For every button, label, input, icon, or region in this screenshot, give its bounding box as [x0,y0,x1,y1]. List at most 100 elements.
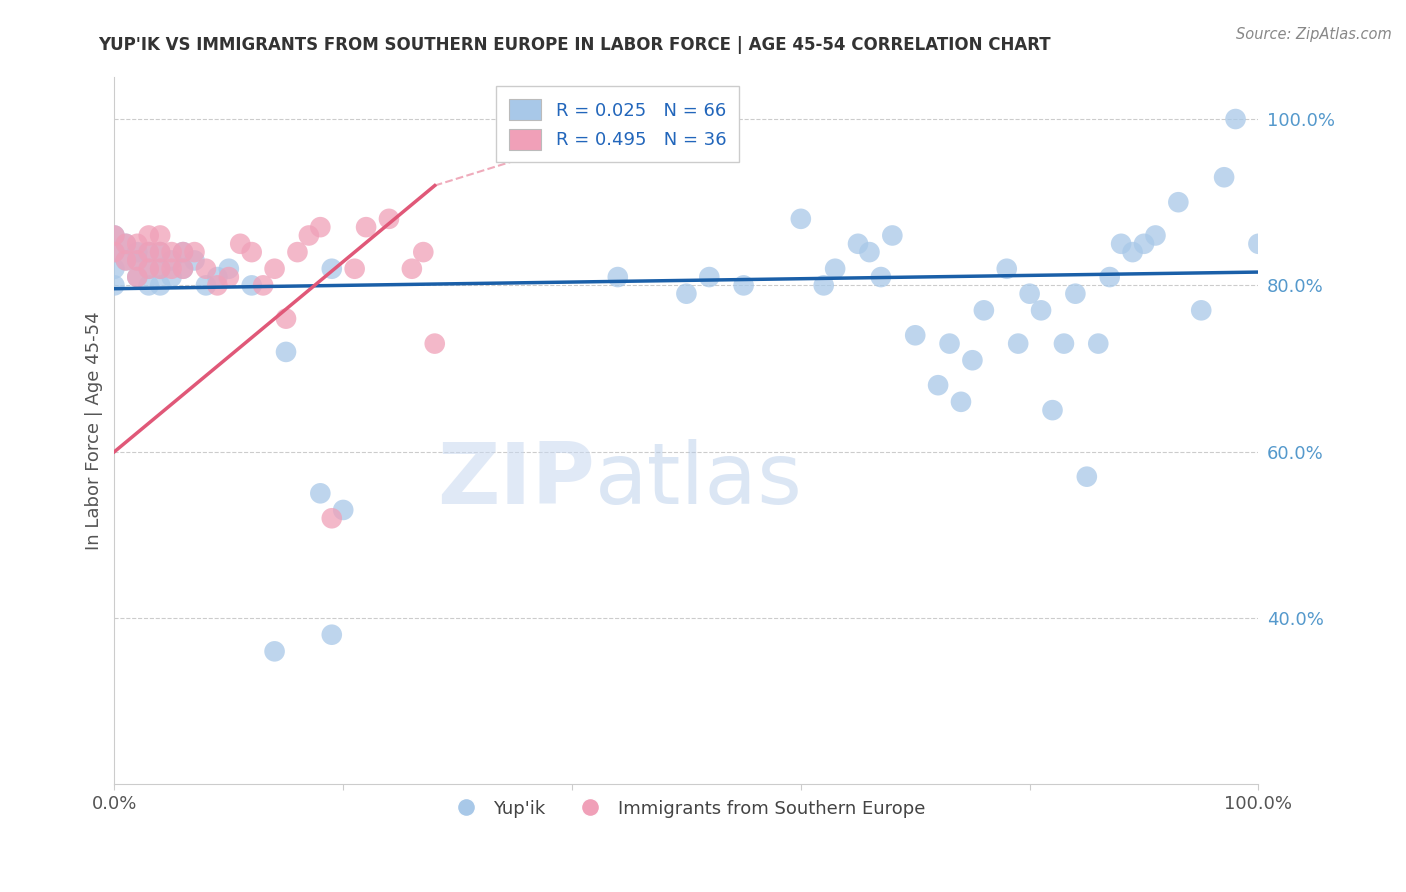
Point [354,220,377,235]
Point [138,245,160,260]
Point [1225,112,1247,126]
Point [263,644,285,658]
Point [1247,236,1270,251]
Point [172,261,194,276]
Point [172,261,194,276]
Point [138,261,160,276]
Point [149,261,172,276]
Point [1087,336,1109,351]
Point [274,311,297,326]
Point [790,211,813,226]
Point [149,245,172,260]
Point [160,245,183,260]
Point [149,261,172,276]
Point [904,328,927,343]
Text: atlas: atlas [595,439,803,522]
Point [309,220,332,235]
Point [1144,228,1167,243]
Point [149,228,172,243]
Point [1064,286,1087,301]
Point [160,270,183,285]
Point [240,245,263,260]
Point [870,270,893,285]
Point [1133,236,1156,251]
Point [882,228,904,243]
Point [412,245,434,260]
Point [207,270,229,285]
Point [1007,336,1029,351]
Point [321,628,343,642]
Point [938,336,960,351]
Point [1122,245,1144,260]
Point [103,261,125,276]
Point [194,261,217,276]
Point [813,278,835,293]
Point [127,270,149,285]
Text: ZIP: ZIP [437,439,595,522]
Point [1189,303,1212,318]
Point [343,261,366,276]
Point [274,345,297,359]
Point [115,253,138,268]
Point [138,245,160,260]
Point [1053,336,1076,351]
Point [263,261,285,276]
Point [138,228,160,243]
Point [160,261,183,276]
Point [927,378,949,392]
Point [1076,469,1098,483]
Point [160,253,183,268]
Point [995,261,1018,276]
Point [401,261,423,276]
Point [824,261,846,276]
Point [115,253,138,268]
Point [127,236,149,251]
Point [127,253,149,268]
Point [697,270,720,285]
Point [103,278,125,293]
Point [207,278,229,293]
Point [240,278,263,293]
Point [321,261,343,276]
Text: YUP'IK VS IMMIGRANTS FROM SOUTHERN EUROPE IN LABOR FORCE | AGE 45-54 CORRELATION: YUP'IK VS IMMIGRANTS FROM SOUTHERN EUROP… [98,36,1052,54]
Point [103,245,125,260]
Point [172,245,194,260]
Point [298,228,321,243]
Point [115,236,138,251]
Point [1098,270,1121,285]
Point [103,228,125,243]
Point [183,245,205,260]
Point [606,270,628,285]
Point [1029,303,1052,318]
Point [172,245,194,260]
Point [858,245,880,260]
Point [675,286,697,301]
Point [149,245,172,260]
Point [229,236,252,251]
Point [138,261,160,276]
Point [127,270,149,285]
Point [183,253,205,268]
Point [733,278,755,293]
Point [1109,236,1132,251]
Y-axis label: In Labor Force | Age 45-54: In Labor Force | Age 45-54 [86,311,103,550]
Point [252,278,274,293]
Point [138,278,160,293]
Point [309,486,332,500]
Point [973,303,995,318]
Point [218,261,240,276]
Point [332,503,354,517]
Point [127,245,149,260]
Point [1042,403,1064,417]
Point [103,228,125,243]
Legend: Yup'ik, Immigrants from Southern Europe: Yup'ik, Immigrants from Southern Europe [440,792,932,825]
Point [321,511,343,525]
Point [194,278,217,293]
Point [423,336,446,351]
Text: Source: ZipAtlas.com: Source: ZipAtlas.com [1236,27,1392,42]
Point [127,253,149,268]
Point [1213,170,1236,185]
Point [115,236,138,251]
Point [218,270,240,285]
Point [287,245,309,260]
